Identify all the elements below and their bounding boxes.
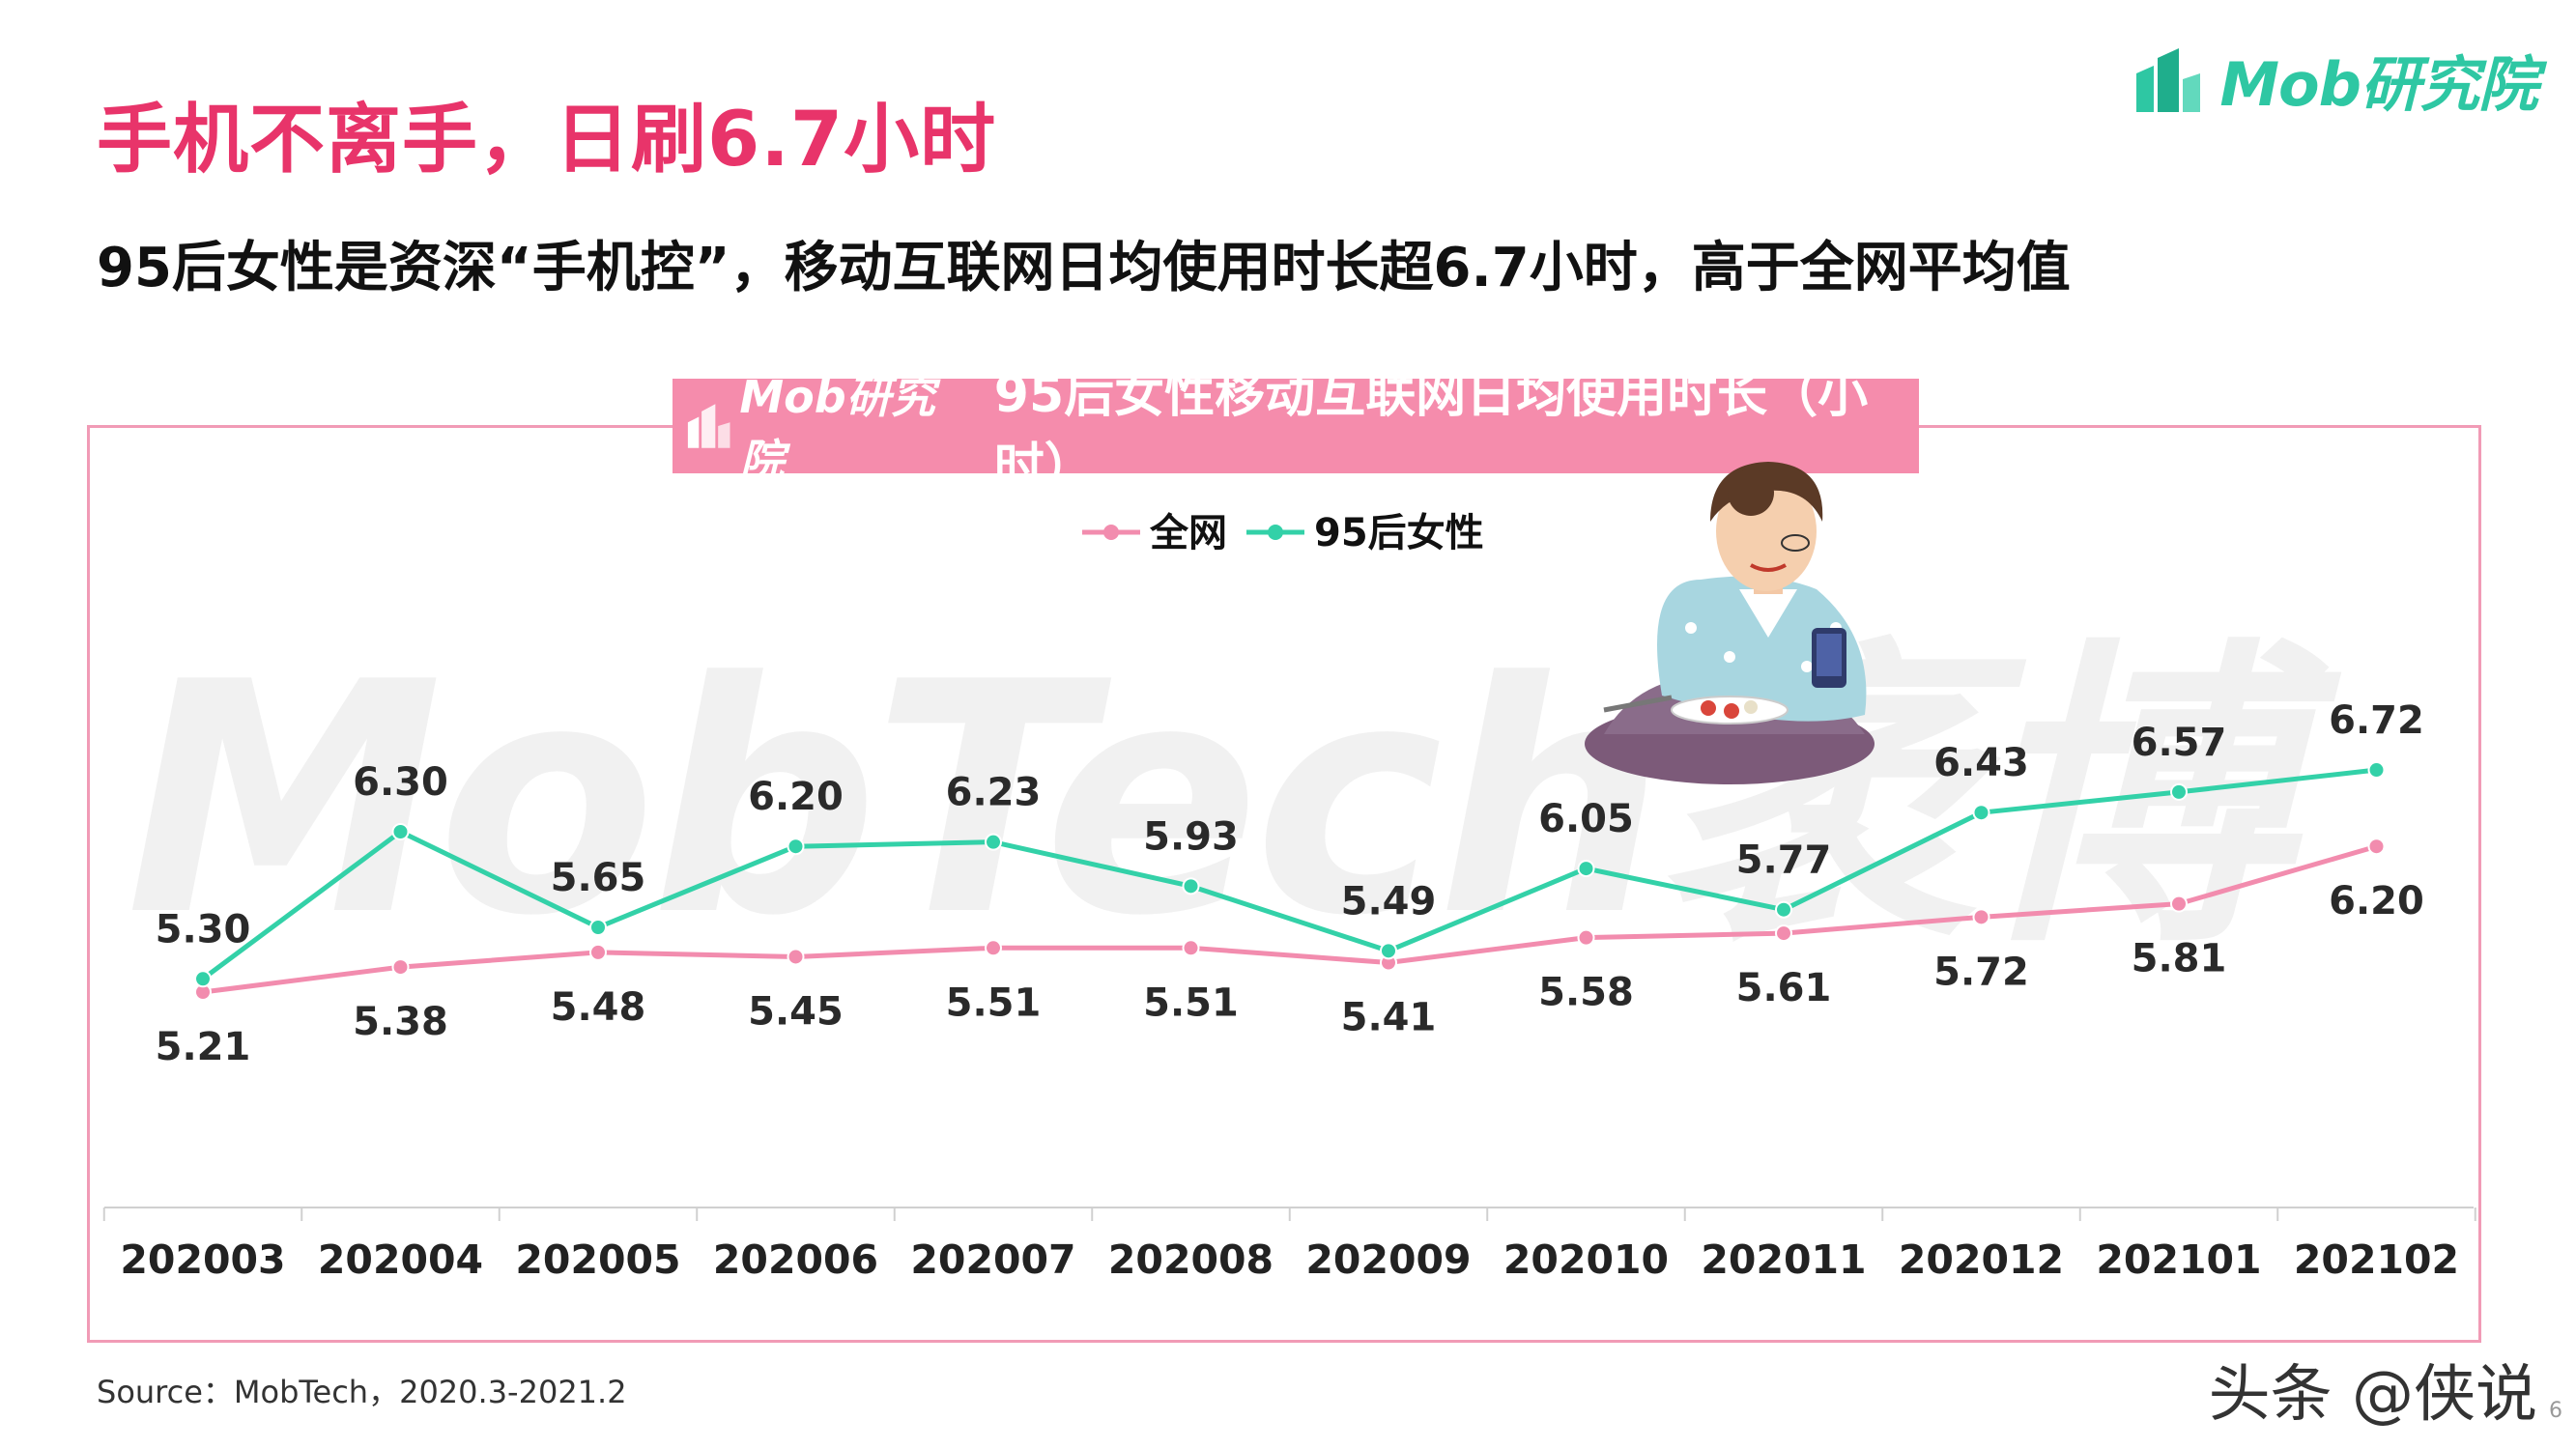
x-tick-label: 202008 (1108, 1236, 1274, 1283)
data-label: 5.21 (156, 1025, 251, 1069)
legend-label: 全网 (1149, 511, 1227, 555)
x-tick-label: 202009 (1305, 1236, 1471, 1283)
data-label: 5.65 (551, 856, 646, 900)
data-point (589, 918, 607, 936)
data-label: 5.77 (1736, 838, 1832, 883)
series-line-female-95 (201, 767, 2377, 981)
data-point (2367, 838, 2386, 856)
credit-watermark: 头条 @侠说 (2208, 1359, 2537, 1431)
woman-with-phone-illustration (1585, 462, 1875, 784)
data-point (1577, 860, 1595, 878)
data-point (1775, 924, 1792, 943)
data-point (2170, 895, 2188, 913)
data-label: 6.20 (748, 775, 844, 819)
x-tick-label: 202011 (1701, 1236, 1866, 1283)
x-tick-label: 202003 (120, 1236, 285, 1283)
data-label: 6.72 (2329, 698, 2424, 743)
data-point (985, 939, 1002, 957)
legend-swatch-dot (1103, 525, 1119, 540)
data-point (1182, 939, 1200, 957)
chart-banner: Mob研究院 95后女性移动互联网日均使用时长（小时） (673, 366, 1919, 497)
data-point (1182, 877, 1200, 895)
data-point (2170, 782, 2188, 801)
x-tick-label: 202012 (1899, 1236, 2064, 1283)
data-label: 5.38 (353, 1000, 448, 1044)
data-label: 6.57 (2132, 721, 2227, 765)
x-tick-label: 202101 (2096, 1236, 2261, 1283)
page-title: 手机不离手，日刷6.7小时 (97, 97, 997, 184)
x-tick-label: 202004 (318, 1236, 483, 1283)
legend-swatch-dot (1268, 525, 1283, 540)
data-point (1972, 908, 1990, 926)
data-label: 5.58 (1538, 971, 1634, 1015)
x-tick-label: 202005 (515, 1236, 680, 1283)
data-label: 5.51 (1143, 980, 1239, 1025)
data-point (1775, 900, 1792, 919)
x-tick-label: 202007 (910, 1236, 1075, 1283)
data-label: 5.48 (551, 985, 646, 1030)
data-label: 5.61 (1736, 966, 1832, 1010)
data-point (1380, 942, 1397, 960)
mob-logo-icon (2132, 44, 2206, 114)
chart-title: 95后女性移动互联网日均使用时长（小时） (993, 366, 1869, 497)
banner-logo-text: Mob研究院 (739, 371, 935, 487)
data-label: 5.81 (2132, 937, 2227, 981)
data-label: 6.05 (1538, 797, 1634, 841)
legend-label: 95后女性 (1314, 511, 1484, 555)
data-point (2367, 761, 2386, 780)
data-point (985, 833, 1002, 851)
data-point (391, 822, 410, 840)
data-label: 6.43 (1933, 741, 2029, 785)
logo-text: Mob研究院 (2219, 49, 2538, 120)
mob-logo: Mob研究院 (2132, 41, 2538, 120)
source-note: Source：MobTech，2020.3-2021.2 (97, 1374, 627, 1410)
page-subtitle: 95后女性是资深“手机控”，移动互联网日均使用时长超6.7小时，高于全网平均值 (97, 237, 2071, 299)
data-point (787, 838, 805, 856)
data-label: 5.30 (156, 907, 251, 952)
data-label: 6.23 (946, 771, 1042, 815)
data-label: 5.72 (1933, 950, 2029, 994)
data-point (194, 970, 212, 988)
data-label: 6.20 (2329, 879, 2424, 923)
data-point (787, 948, 805, 966)
banner-logo-icon (687, 404, 730, 448)
banner-logo: Mob研究院 (686, 362, 967, 490)
x-tick-label: 202102 (2294, 1236, 2459, 1283)
data-label: 5.51 (946, 980, 1042, 1025)
data-point (1972, 804, 1990, 822)
series-line-all-network (202, 843, 2378, 995)
data-point (391, 958, 410, 977)
data-label: 5.49 (1341, 879, 1437, 923)
data-point (1577, 928, 1595, 947)
data-label: 5.41 (1341, 996, 1437, 1040)
data-label: 5.93 (1143, 814, 1239, 859)
x-tick-label: 202006 (713, 1236, 878, 1283)
data-label: 5.45 (748, 989, 844, 1034)
data-label: 6.30 (353, 760, 448, 805)
page-number: 6 (2549, 1399, 2562, 1423)
x-tick-label: 202010 (1503, 1236, 1669, 1283)
data-point (589, 943, 607, 961)
